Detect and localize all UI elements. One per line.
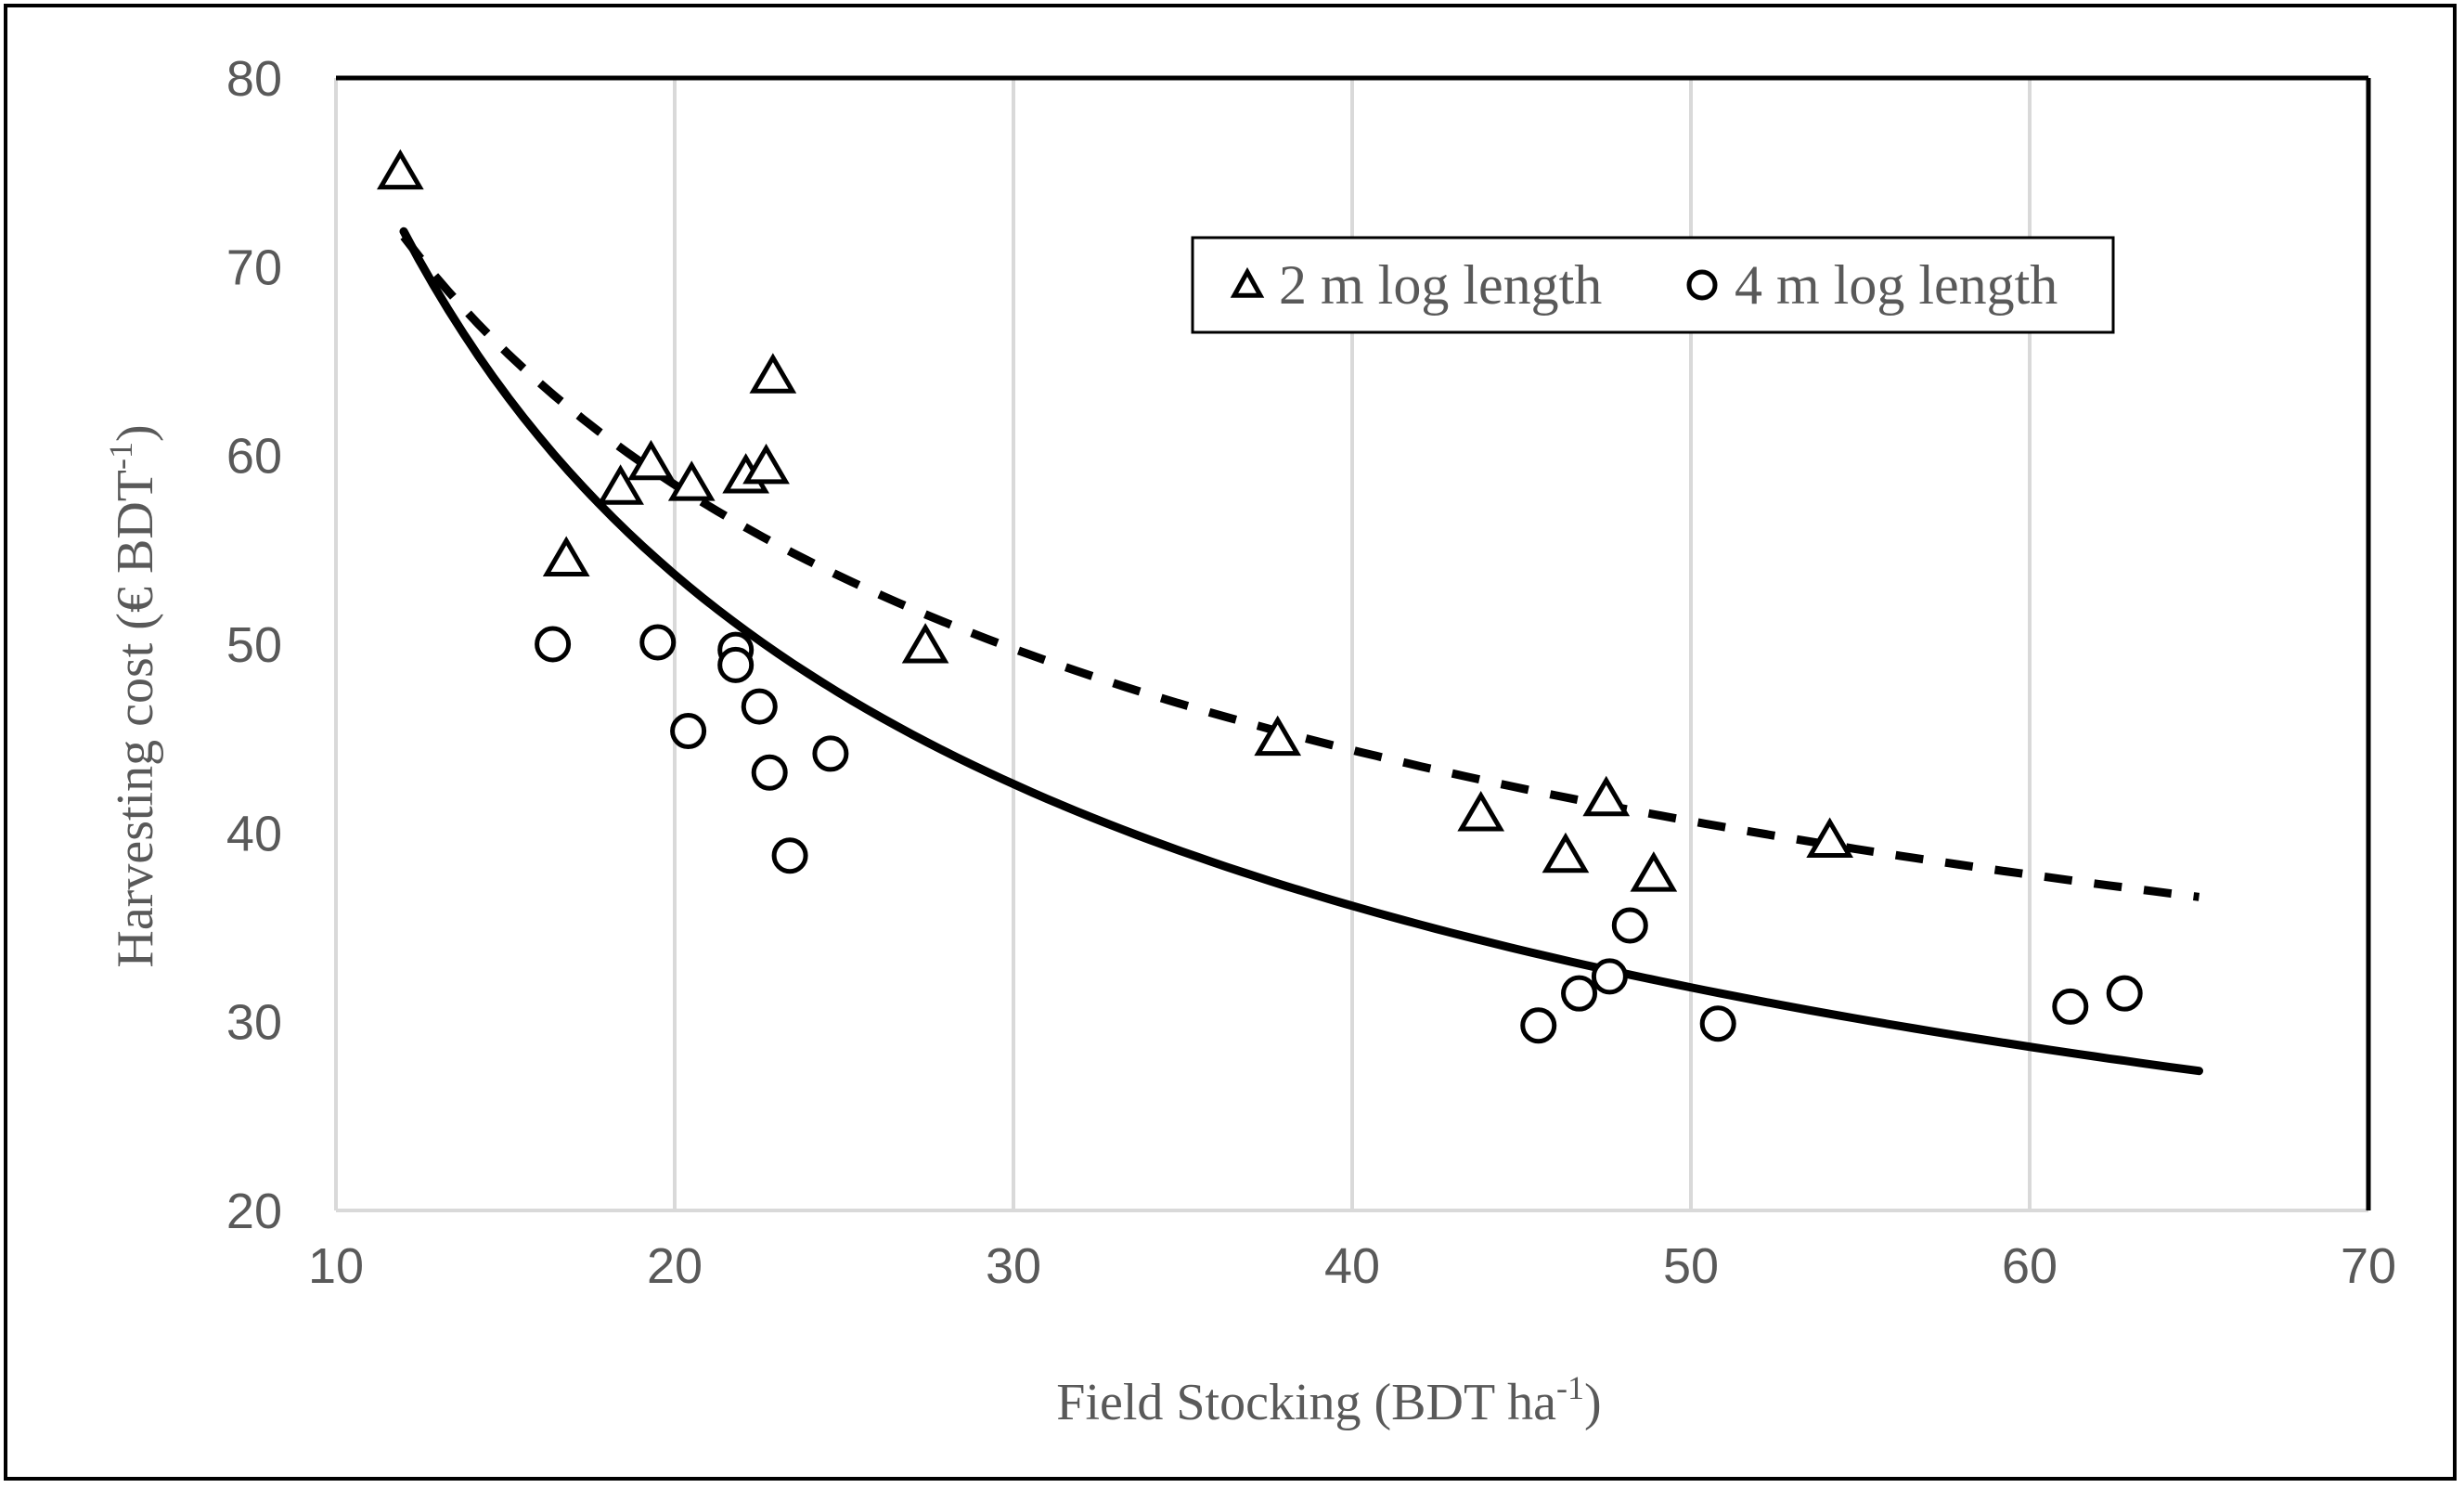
legend-box [1191, 236, 2115, 334]
trendline-2m [400, 234, 2200, 901]
tick-labels: 10 20 30 40 50 60 70 20 30 40 50 60 70 80 [226, 51, 2396, 1294]
point-2m-13 [1630, 851, 1678, 892]
chart-frame: 10 20 30 40 50 60 70 20 30 40 50 60 70 80 2 m log len… [4, 4, 2457, 1481]
legend: 2 m log length 4 m log length [1191, 236, 2115, 334]
y-tick-label-60: 60 [226, 429, 282, 485]
x-tick-label-60: 60 [2002, 1238, 2058, 1294]
trendline-4m [399, 226, 2203, 1076]
point-2m-4 [667, 460, 716, 501]
point-4m-11 [1591, 958, 1628, 995]
x-tick-label-10: 10 [308, 1238, 364, 1294]
legend-label: 2 m log length [1279, 254, 1602, 316]
legend-entry-2m: 2 m log length [1230, 254, 1602, 316]
point-2m-9 [1254, 715, 1302, 757]
point-2m-8 [901, 623, 949, 664]
point-4m-2 [670, 713, 707, 750]
point-4m-12 [1611, 907, 1648, 944]
legend-triangle-marker [1230, 266, 1265, 298]
y-tick-label-80: 80 [226, 51, 282, 107]
x-axis-title: Field Stocking (BDT ha-1) [1056, 1369, 1601, 1431]
point-4m-8 [812, 735, 849, 772]
point-2m-3 [627, 439, 675, 481]
axes [334, 75, 2371, 1212]
x-tick-label-30: 30 [986, 1238, 1041, 1294]
chart-canvas: 10 20 30 40 50 60 70 20 30 40 50 60 70 80 2 m log len… [102, 51, 2396, 1431]
y-tick-label-20: 20 [226, 1184, 282, 1239]
y-axis-title: Harvesting cost (€ BDT-1) [102, 424, 164, 967]
point-2m-0 [376, 149, 424, 190]
legend-label: 4 m log length [1735, 254, 2058, 316]
point-4m-6 [751, 754, 788, 791]
point-4m-9 [1520, 1007, 1557, 1044]
y-tick-label-70: 70 [226, 239, 282, 295]
legend-circle-marker [1686, 269, 1718, 301]
point-2m-7 [749, 353, 797, 394]
point-4m-15 [2106, 975, 2143, 1012]
point-2m-6 [742, 443, 790, 485]
point-4m-4 [717, 646, 755, 683]
point-4m-10 [1561, 975, 1598, 1012]
point-4m-13 [1699, 1005, 1736, 1042]
point-2m-10 [1457, 791, 1505, 832]
point-4m-0 [535, 626, 572, 663]
trendlines [399, 226, 2203, 1076]
point-4m-7 [771, 837, 808, 874]
data-points [376, 149, 2143, 1044]
point-2m-1 [542, 536, 590, 576]
y-tick-label-50: 50 [226, 617, 282, 673]
x-tick-label-50: 50 [1663, 1238, 1719, 1294]
y-tick-label-30: 30 [226, 995, 282, 1051]
point-2m-2 [597, 464, 644, 505]
point-4m-5 [741, 688, 778, 725]
point-2m-14 [1806, 817, 1854, 858]
legend-entries: 2 m log length 4 m log length [1230, 254, 2058, 316]
x-tick-label-70: 70 [2341, 1238, 2396, 1294]
point-4m-1 [639, 624, 677, 661]
y-tick-label-40: 40 [226, 806, 282, 861]
x-tick-label-20: 20 [647, 1238, 703, 1294]
point-2m-12 [1582, 775, 1631, 817]
x-tick-label-40: 40 [1324, 1238, 1380, 1294]
legend-entry-4m: 4 m log length [1686, 254, 2058, 316]
point-4m-14 [2052, 988, 2089, 1025]
point-2m-11 [1542, 832, 1590, 873]
